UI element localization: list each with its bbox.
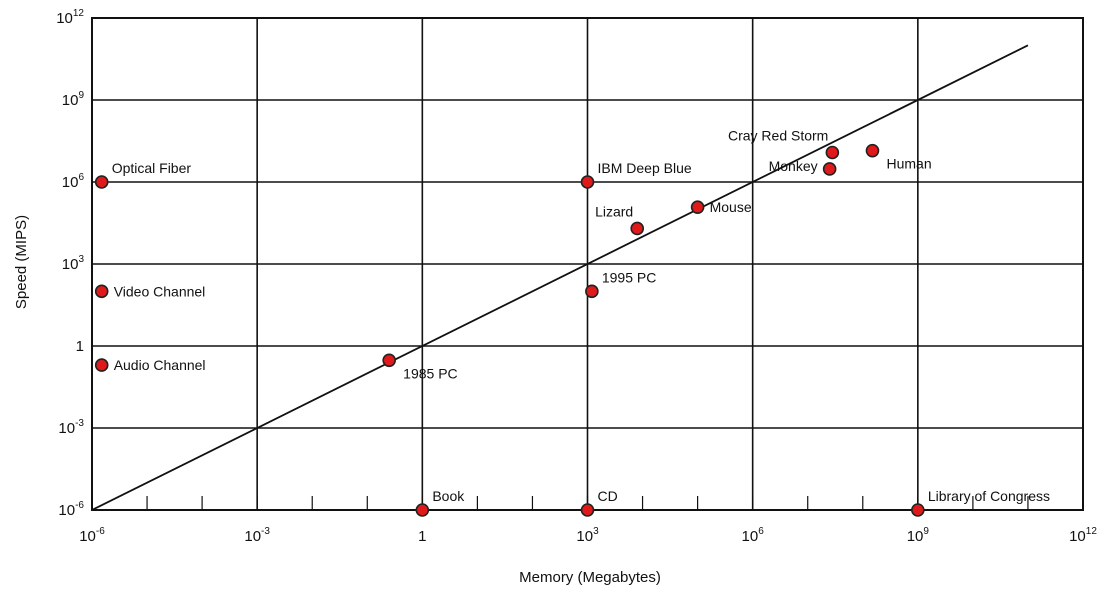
data-point [94,284,109,299]
x-tick-label: 10-3 [244,526,270,545]
y-axis-label: Speed (MIPS) [13,215,30,309]
x-tick-label: 1 [418,528,426,545]
x-tick-label: 103 [576,526,599,545]
data-point-label: Optical Fiber [112,160,192,176]
trend-line [91,44,1029,511]
x-tick-label: 109 [907,526,930,545]
data-point [825,145,840,160]
data-point [690,200,705,214]
data-point [580,503,595,517]
x-tick-label: 1012 [1069,526,1097,545]
points-group: Optical Fiber Video Channel Audio Channel 1… [94,128,1050,517]
data-point-label: Library of Congress [928,488,1050,504]
y-tick-label: 109 [62,90,85,109]
data-point [94,358,109,372]
x-tick-labels: 10-6 10-3 1 103 106 109 1012 [79,526,1097,545]
data-point-label: Monkey [769,158,818,174]
data-point-label: IBM Deep Blue [598,160,692,176]
data-point [415,503,430,517]
y-tick-label: 1012 [56,8,84,27]
y-tick-label: 10-3 [58,418,84,437]
data-point-label: Mouse [710,199,752,215]
data-point-label: Book [432,488,465,504]
data-point [822,162,837,176]
data-point-label: Lizard [595,203,633,219]
data-point-label: Audio Channel [114,357,206,373]
data-point-label: Cray Red Storm [728,128,828,144]
data-point-label: Video Channel [114,283,206,299]
y-tick-label: 106 [62,172,85,191]
x-tick-label: 10-6 [79,526,105,545]
x-axis-label: Memory (Megabytes) [519,569,661,586]
x-tick-label: 106 [742,526,765,545]
data-point [94,175,109,189]
data-point-label: 1985 PC [403,365,457,381]
data-point [585,284,599,299]
data-point [382,353,396,368]
data-point-label: CD [598,488,618,504]
data-point [580,175,595,189]
y-tick-labels: 10-6 10-3 1 103 106 109 1012 [56,8,84,519]
y-tick-label: 10-6 [58,500,84,519]
data-point-label: 1995 PC [602,269,656,285]
y-tick-label: 103 [62,254,85,273]
data-point-label: Human [886,156,931,172]
data-point [630,221,645,236]
y-tick-label: 1 [76,338,84,355]
data-point [865,143,880,158]
data-point [911,503,925,517]
trend-line-group [91,44,1029,511]
